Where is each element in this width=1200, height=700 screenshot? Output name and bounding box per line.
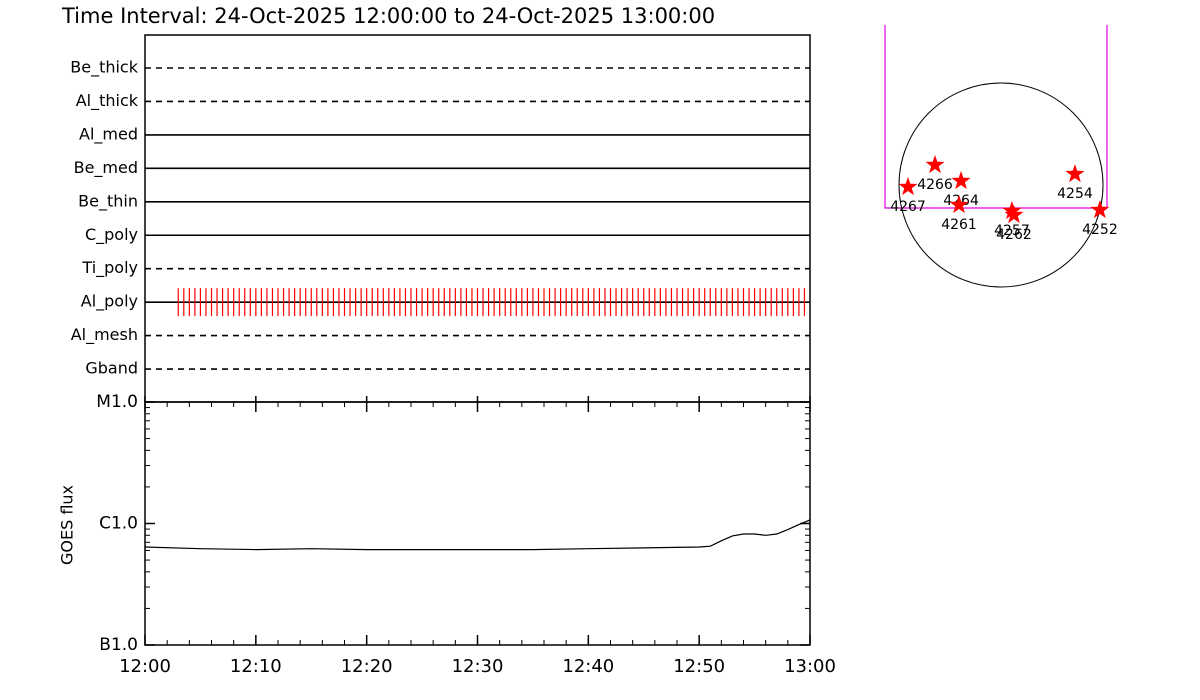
region-label: 4267 [890, 199, 926, 215]
field-of-view [884, 25, 1108, 209]
row-label: Al_mesh [71, 325, 138, 345]
y-tick-label: M1.0 [96, 392, 138, 412]
region-label: 4257 [994, 223, 1030, 239]
region-star [1090, 200, 1110, 219]
flux-line [144, 519, 811, 551]
region-label: 4252 [1082, 222, 1118, 238]
region-star [898, 177, 918, 196]
row-label: Gband [85, 359, 138, 378]
region-label: 4262 [996, 227, 1032, 243]
region-label: 4254 [1057, 186, 1093, 202]
x-tick-label: 12:30 [452, 656, 504, 677]
x-tick-label: 12:50 [673, 656, 725, 677]
x-tick-label: 13:00 [784, 656, 836, 677]
x-tick-label: 12:20 [341, 656, 393, 677]
y-tick-label: C1.0 [99, 514, 138, 534]
row-label: Al_thick [76, 91, 139, 111]
y-tick-label: B1.0 [99, 635, 138, 655]
chart-title: Time Interval: 24-Oct-2025 12:00:00 to 2… [61, 4, 715, 28]
region-label: 4261 [941, 217, 977, 233]
region-star [1004, 205, 1024, 224]
row-label: Be_med [74, 158, 138, 178]
solar-disk [898, 82, 1104, 288]
row-label: Al_med [79, 124, 138, 144]
row-label: C_poly [85, 225, 138, 245]
row-label: Ti_poly [81, 258, 138, 278]
region-star [951, 171, 971, 190]
region-star [949, 195, 969, 214]
x-tick-label: 12:10 [230, 656, 282, 677]
row-label: Be_thin [78, 191, 138, 211]
row-label: Be_thick [70, 58, 138, 78]
x-tick-label: 12:00 [119, 656, 171, 677]
region-star [1002, 201, 1022, 220]
region-star [925, 155, 945, 174]
x-tick-label: 12:40 [562, 656, 614, 677]
region-label: 4266 [917, 177, 953, 193]
row-label: Al_poly [81, 292, 138, 312]
region-star [1065, 164, 1085, 183]
y-axis-label: GOES flux [58, 485, 77, 565]
